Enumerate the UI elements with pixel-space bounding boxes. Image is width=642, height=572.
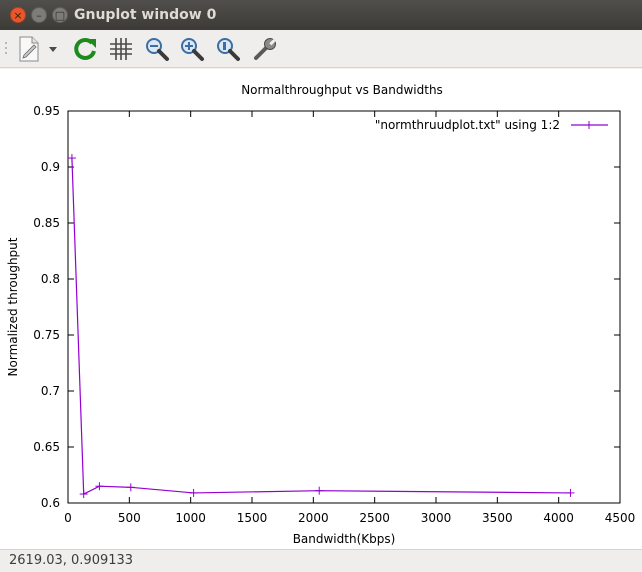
x-axis: 0 500 1000 1500 2000 2500 3000 3500 4000 4500 xyxy=(64,111,635,525)
plot-frame xyxy=(67,110,621,504)
chart[interactable]: Normalthroughput vs Bandwidths 0 500 1000 1… xyxy=(0,69,642,549)
y-tick-label: 0.9 xyxy=(41,160,60,174)
x-tick-label: 500 xyxy=(118,511,141,525)
y-tick-label: 0.75 xyxy=(33,328,60,342)
grid-button[interactable] xyxy=(106,34,136,64)
data-point xyxy=(126,483,135,492)
series-line xyxy=(71,158,571,495)
y-tick-label: 0.65 xyxy=(33,440,60,454)
legend-marker xyxy=(585,121,593,129)
settings-button[interactable] xyxy=(250,34,280,64)
unzoom-button[interactable] xyxy=(213,34,243,64)
export-dropdown-button[interactable] xyxy=(44,34,62,64)
maximize-icon: □ xyxy=(54,8,66,22)
legend: "normthruudplot.txt" using 1:2 xyxy=(375,118,608,132)
x-tick-label: 1500 xyxy=(237,511,268,525)
copy-to-clipboard-icon xyxy=(19,36,39,62)
x-tick-label: 2000 xyxy=(298,511,329,525)
window-title: Gnuplot window 0 xyxy=(74,7,217,23)
data-point xyxy=(315,486,324,495)
y-tick-label: 0.6 xyxy=(41,496,60,510)
title-bar[interactable]: × – □ Gnuplot window 0 xyxy=(0,0,642,30)
x-tick-label: 2500 xyxy=(359,511,390,525)
settings-wrench-icon xyxy=(254,38,276,60)
y-tick-label: 0.95 xyxy=(33,104,60,118)
minimize-icon: – xyxy=(36,8,42,22)
data-point xyxy=(95,482,104,491)
replot-icon xyxy=(74,37,96,60)
dropdown-arrow-icon xyxy=(49,47,57,52)
y-tick-label: 0.85 xyxy=(33,216,60,230)
y-tick-label: 0.8 xyxy=(41,272,60,286)
x-tick-label: 4000 xyxy=(543,511,574,525)
data-point xyxy=(189,488,198,497)
minimize-button[interactable]: – xyxy=(31,7,47,23)
x-tick-label: 4500 xyxy=(605,511,636,525)
grid-icon xyxy=(110,38,132,60)
zoom-in-icon xyxy=(181,38,204,61)
chart-title: Normalthroughput vs Bandwidths xyxy=(241,83,443,97)
x-axis-label: Bandwidth(Kbps) xyxy=(293,532,396,546)
data-point xyxy=(566,488,575,497)
data-point xyxy=(67,154,76,163)
close-icon: × xyxy=(13,8,23,22)
y-axis: 0.6 0.65 0.7 0.75 0.8 0.85 0.9 0.95 xyxy=(33,104,620,510)
zoom-out-button[interactable] xyxy=(142,34,172,64)
close-button[interactable]: × xyxy=(10,7,26,23)
cursor-coordinates: 2619.03, 0.909133 xyxy=(9,553,134,568)
toolbar-grip xyxy=(5,42,7,54)
x-tick-label: 1000 xyxy=(175,511,206,525)
x-tick-label: 0 xyxy=(64,511,72,525)
data-point xyxy=(79,490,88,499)
zoom-out-icon xyxy=(146,38,169,61)
toolbar xyxy=(0,30,642,68)
legend-label: "normthruudplot.txt" using 1:2 xyxy=(375,118,560,132)
series-group xyxy=(67,154,575,499)
y-tick-label: 0.7 xyxy=(41,384,60,398)
replot-button[interactable] xyxy=(70,34,100,64)
unzoom-icon xyxy=(217,38,240,61)
zoom-in-button[interactable] xyxy=(177,34,207,64)
status-bar: 2619.03, 0.909133 xyxy=(0,549,642,572)
maximize-button[interactable]: □ xyxy=(52,7,68,23)
copy-to-clipboard-button[interactable] xyxy=(14,34,44,64)
x-tick-label: 3500 xyxy=(482,511,513,525)
y-axis-label: Normalized throughput xyxy=(6,237,20,376)
x-tick-label: 3000 xyxy=(421,511,452,525)
plot-area[interactable]: Normalthroughput vs Bandwidths 0 500 1000 1… xyxy=(0,69,642,549)
